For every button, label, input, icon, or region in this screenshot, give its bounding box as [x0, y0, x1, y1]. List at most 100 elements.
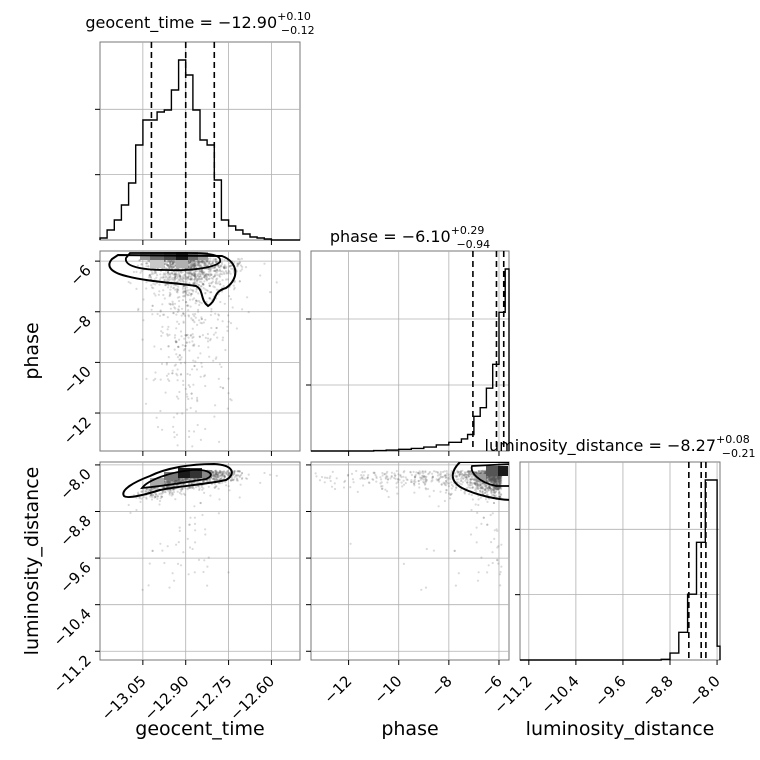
- sample-point: [477, 487, 480, 490]
- sample-point: [230, 399, 233, 402]
- sample-point: [201, 273, 204, 276]
- sample-point: [183, 277, 186, 280]
- sample-point: [163, 313, 166, 316]
- sample-point: [176, 267, 179, 270]
- sample-point: [206, 259, 209, 262]
- sample-point: [181, 479, 184, 482]
- sample-point: [195, 299, 198, 302]
- sample-point: [493, 486, 496, 489]
- sample-point: [184, 292, 187, 295]
- sample-point: [494, 494, 497, 497]
- sample-point: [170, 272, 173, 275]
- sample-point: [413, 491, 416, 494]
- sample-point: [191, 336, 194, 339]
- sample-point: [216, 282, 219, 285]
- sample-point: [196, 396, 199, 399]
- sample-point: [204, 533, 207, 536]
- sample-point: [463, 491, 466, 494]
- sample-point: [144, 402, 148, 405]
- sample-point: [185, 408, 189, 411]
- sample-point: [168, 302, 171, 305]
- sample-point: [141, 588, 144, 591]
- sample-point: [176, 291, 179, 294]
- sample-point: [216, 472, 219, 475]
- sample-point: [494, 478, 497, 481]
- sample-point: [200, 270, 203, 273]
- sample-point: [500, 486, 503, 489]
- sample-point: [163, 486, 166, 489]
- sample-point: [194, 486, 198, 489]
- sample-point: [204, 528, 207, 531]
- sample-point: [495, 481, 498, 484]
- sample-point: [189, 486, 192, 489]
- sample-point: [486, 480, 489, 483]
- sample-point: [171, 272, 174, 275]
- sample-point: [465, 476, 468, 479]
- sample-point: [471, 498, 474, 501]
- sample-point: [495, 481, 498, 484]
- sample-point: [192, 282, 195, 285]
- sample-point: [205, 275, 208, 278]
- sample-point: [154, 294, 157, 297]
- sample-point: [179, 479, 182, 482]
- sample-point: [493, 478, 496, 481]
- sample-point: [259, 274, 262, 277]
- sample-point: [221, 471, 224, 474]
- sample-point: [213, 478, 216, 481]
- sample-point: [225, 271, 228, 274]
- sample-point: [159, 309, 162, 312]
- sample-point: [179, 275, 182, 278]
- sample-point: [189, 478, 192, 481]
- sample-point: [494, 479, 498, 482]
- sample-point: [198, 275, 202, 278]
- sample-point: [329, 479, 332, 483]
- sample-point: [196, 477, 199, 480]
- sample-point: [202, 375, 206, 378]
- sample-point: [499, 479, 502, 482]
- sample-point: [494, 476, 497, 479]
- sample-point: [209, 297, 212, 300]
- sample-point: [493, 495, 496, 498]
- sample-point: [166, 316, 169, 319]
- sample-point: [189, 260, 192, 263]
- sample-point: [220, 261, 224, 264]
- sample-point: [497, 475, 500, 478]
- sample-point: [396, 492, 399, 495]
- sample-point: [206, 332, 209, 336]
- sample-point: [136, 491, 140, 494]
- sample-point: [424, 478, 427, 481]
- sample-point: [190, 262, 193, 266]
- sample-point: [192, 481, 195, 484]
- sample-point: [158, 283, 161, 286]
- sample-point: [481, 482, 484, 485]
- sample-point: [413, 480, 416, 483]
- sample-point: [187, 482, 190, 485]
- sample-point: [223, 265, 226, 268]
- sample-point: [175, 290, 178, 293]
- sample-point: [449, 493, 452, 496]
- sample-point: [168, 485, 171, 488]
- title-geocent-time: geocent_time = −12.90+0.10 −0.12: [85, 10, 314, 37]
- sample-point: [492, 475, 495, 478]
- sample-point: [159, 378, 162, 381]
- sample-point: [195, 290, 198, 293]
- sample-point: [148, 488, 151, 491]
- sample-point: [179, 275, 182, 278]
- sample-point: [167, 264, 170, 267]
- sample-point: [489, 475, 492, 478]
- sample-point: [212, 475, 216, 478]
- sample-point: [489, 480, 492, 483]
- sample-point: [177, 345, 180, 348]
- sample-point: [237, 257, 240, 261]
- sample-point: [213, 474, 216, 477]
- sample-point: [462, 473, 466, 477]
- sample-point: [471, 485, 474, 489]
- sample-point: [422, 478, 425, 481]
- sample-point: [201, 322, 204, 325]
- sample-point: [190, 292, 194, 295]
- sample-point: [487, 487, 490, 490]
- sample-point: [444, 480, 447, 483]
- sample-point: [461, 473, 464, 476]
- sample-point: [189, 278, 192, 281]
- sample-point: [208, 478, 211, 481]
